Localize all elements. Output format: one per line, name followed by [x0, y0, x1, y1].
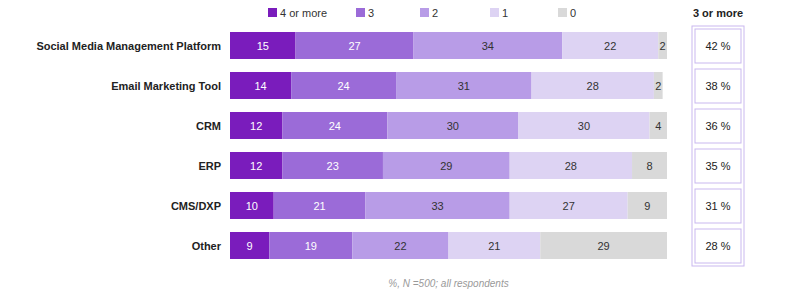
bar-segment	[274, 192, 366, 219]
data-labels: 1527342221424312821224303041223292881021…	[246, 40, 666, 252]
bar-segment	[230, 72, 291, 99]
column-value: 38 %	[705, 80, 730, 92]
column-title: 3 or more	[693, 7, 743, 19]
data-label: 34	[482, 40, 494, 52]
data-label: 2	[655, 80, 661, 92]
y-axis: Social Media Management Platform Email Ma…	[36, 40, 221, 252]
column-value: 36 %	[705, 120, 730, 132]
data-label: 9	[644, 200, 650, 212]
bar-segment	[269, 232, 352, 259]
column-cell	[695, 149, 741, 183]
legend-label: 4 or more	[280, 7, 327, 19]
data-label: 33	[431, 200, 443, 212]
bar-segment	[449, 232, 541, 259]
column-cell	[695, 229, 741, 263]
category-label: ERP	[198, 160, 221, 172]
column-cell	[695, 69, 741, 103]
bar-segment	[650, 112, 667, 139]
bar-segment	[628, 192, 667, 219]
column-frame	[692, 26, 744, 266]
bar-segment	[230, 112, 282, 139]
data-label: 27	[563, 200, 575, 212]
bar-segment	[632, 152, 667, 179]
data-label: 21	[488, 240, 500, 252]
data-label: 4	[655, 120, 661, 132]
legend-swatch	[356, 8, 365, 17]
bar-segment	[352, 232, 448, 259]
bar-segment	[654, 72, 663, 99]
bar-segment	[414, 32, 563, 59]
column-value: 42 %	[705, 40, 730, 52]
bar-segment	[230, 232, 269, 259]
data-label: 12	[250, 120, 262, 132]
bar-segment	[291, 72, 396, 99]
legend-swatch	[490, 8, 499, 17]
data-label: 24	[337, 80, 349, 92]
bar-segment	[396, 72, 531, 99]
data-label: 30	[447, 120, 459, 132]
bar-segment	[230, 32, 296, 59]
data-label: 27	[348, 40, 360, 52]
bar-segment	[387, 112, 518, 139]
bar-segment	[658, 32, 667, 59]
data-label: 22	[394, 240, 406, 252]
legend-label: 3	[368, 7, 374, 19]
bar-segment	[282, 112, 387, 139]
data-label: 29	[598, 240, 610, 252]
data-label: 22	[604, 40, 616, 52]
data-label: 15	[257, 40, 269, 52]
bars	[230, 32, 667, 259]
legend-swatch	[268, 8, 277, 17]
legend: 4 or more 3 2 1 0	[268, 7, 576, 19]
category-label: Other	[192, 240, 222, 252]
column-cell	[695, 29, 741, 63]
bar-segment	[510, 152, 632, 179]
bar-segment	[532, 72, 654, 99]
data-label: 2	[660, 40, 666, 52]
column-cell	[695, 189, 741, 223]
bar-segment	[282, 152, 383, 179]
data-label: 24	[329, 120, 341, 132]
category-label: CRM	[196, 120, 221, 132]
three-or-more-column: 3 or more 42 % 38 % 36 % 35 % 31 % 28 %	[692, 7, 744, 266]
bar-segment	[365, 192, 509, 219]
data-label: 12	[250, 160, 262, 172]
bar-segment	[296, 32, 414, 59]
column-value: 28 %	[705, 240, 730, 252]
column-cell	[695, 109, 741, 143]
data-label: 10	[246, 200, 258, 212]
data-label: 21	[313, 200, 325, 212]
data-label: 29	[440, 160, 452, 172]
data-label: 14	[254, 80, 266, 92]
bar-segment	[383, 152, 510, 179]
data-label: 30	[578, 120, 590, 132]
legend-label: 1	[502, 7, 508, 19]
data-label: 31	[458, 80, 470, 92]
bar-segment	[230, 192, 274, 219]
chart: 4 or more3210Social Media Management Pla…	[0, 0, 800, 305]
data-label: 19	[305, 240, 317, 252]
legend-swatch	[558, 8, 567, 17]
column-value: 31 %	[705, 200, 730, 212]
data-label: 28	[565, 160, 577, 172]
bar-segment	[562, 32, 658, 59]
bar-segment	[540, 232, 667, 259]
legend-swatch	[420, 8, 429, 17]
bar-segment	[510, 192, 628, 219]
bar-segment	[518, 112, 649, 139]
data-label: 9	[247, 240, 253, 252]
data-label: 8	[646, 160, 652, 172]
caption: %, N =500; all respondents	[388, 278, 508, 289]
category-label: Email Marketing Tool	[111, 80, 221, 92]
legend-label: 2	[432, 7, 438, 19]
legend-label: 0	[570, 7, 576, 19]
data-label: 28	[587, 80, 599, 92]
category-label: Social Media Management Platform	[36, 40, 221, 52]
bar-segment	[230, 152, 282, 179]
data-label: 23	[327, 160, 339, 172]
column-value: 35 %	[705, 160, 730, 172]
category-label: CMS/DXP	[171, 200, 221, 212]
